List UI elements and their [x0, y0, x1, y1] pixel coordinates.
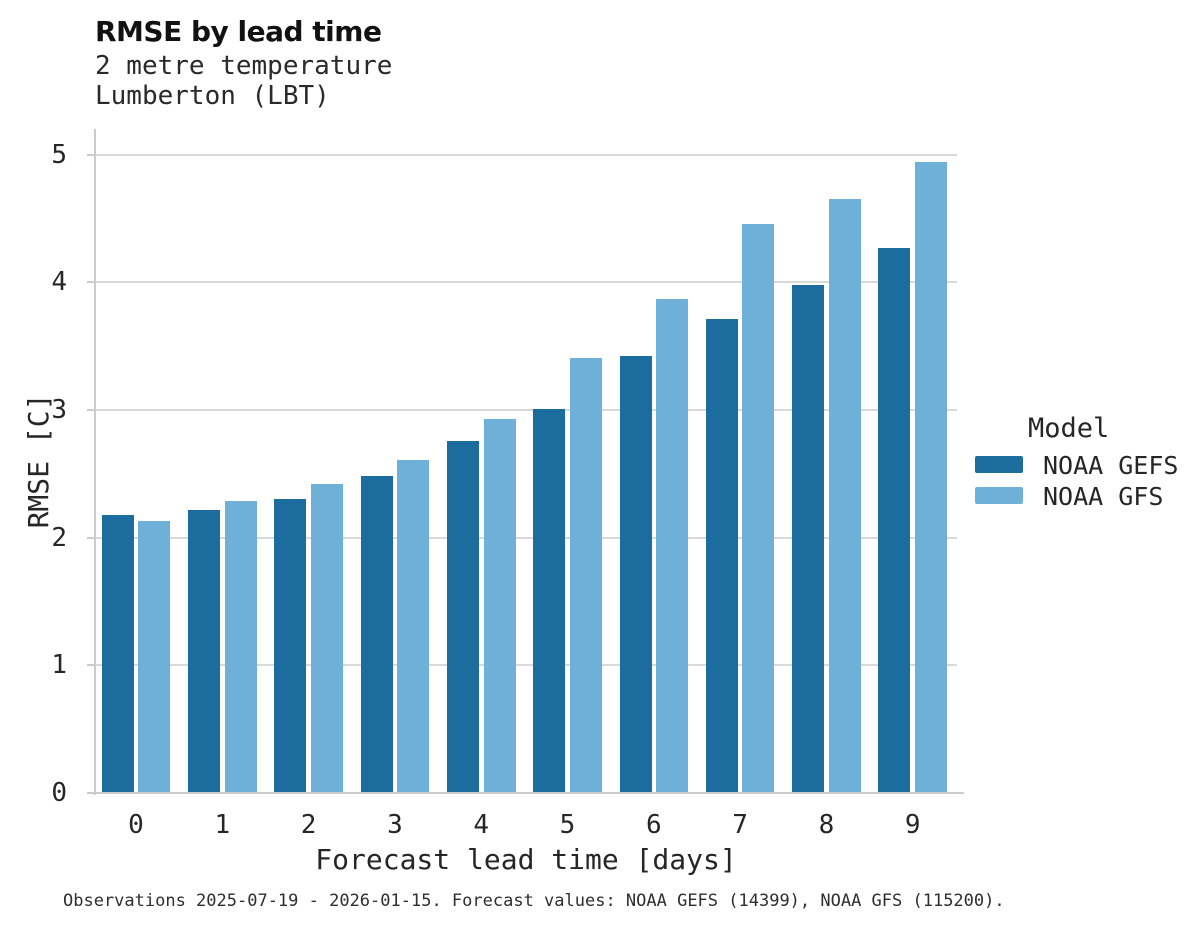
y-tick-mark-0	[87, 792, 94, 794]
gridline-y-4	[95, 281, 957, 284]
x-axis-spine	[88, 792, 964, 794]
bar-noaa-gfs-day-1	[224, 500, 257, 793]
bar-noaa-gfs-day-5	[569, 357, 602, 793]
x-tick-label-0: 0	[128, 810, 144, 840]
gridline-y-2	[95, 536, 957, 539]
chart-title: RMSE by lead time	[95, 15, 382, 48]
bar-noaa-gfs-day-6	[656, 298, 689, 793]
y-axis-label: RMSE [C]	[22, 393, 55, 529]
x-tick-label-3: 3	[387, 810, 403, 840]
chart-subtitle-variable: 2 metre temperature	[95, 51, 393, 81]
legend-label-noaa-gefs: NOAA GEFS	[1043, 451, 1179, 480]
bar-noaa-gfs-day-7	[742, 223, 775, 793]
bar-noaa-gefs-day-1	[188, 509, 220, 793]
bar-noaa-gefs-day-0	[101, 514, 134, 793]
y-tick-mark-4	[87, 281, 94, 284]
legend-swatch-noaa-gfs	[975, 487, 1023, 504]
x-axis-label: Forecast lead time [days]	[315, 843, 737, 876]
legend-swatch-noaa-gefs	[975, 456, 1023, 473]
bar-noaa-gfs-day-4	[483, 418, 516, 793]
x-tick-label-5: 5	[559, 810, 576, 840]
y-tick-mark-5	[87, 153, 94, 156]
y-tick-mark-3	[87, 408, 94, 411]
y-tick-mark-1	[87, 664, 94, 667]
bar-noaa-gefs-day-8	[792, 284, 825, 793]
y-tick-label-5: 5	[51, 139, 67, 170]
bar-noaa-gefs-day-2	[274, 499, 307, 793]
bar-noaa-gefs-day-6	[619, 356, 652, 793]
bar-noaa-gfs-day-2	[310, 484, 343, 793]
gridline-y-1	[95, 664, 957, 667]
x-tick-label-8: 8	[818, 810, 835, 840]
x-tick-label-2: 2	[300, 810, 317, 840]
x-tick-label-4: 4	[473, 810, 490, 840]
y-axis-spine	[94, 129, 96, 795]
chart-subtitle-station: Lumberton (LBT)	[95, 81, 330, 111]
bar-noaa-gefs-day-7	[705, 319, 738, 793]
gridline-y-3	[95, 408, 957, 411]
bar-noaa-gfs-day-0	[138, 521, 171, 793]
y-tick-label-4: 4	[51, 267, 67, 298]
x-tick-label-9: 9	[904, 810, 921, 840]
y-tick-label-1: 1	[51, 650, 67, 681]
legend-label-noaa-gfs: NOAA GFS	[1043, 482, 1164, 511]
footer-caption: Observations 2025-07-19 - 2026-01-15. Fo…	[63, 891, 1005, 911]
gridline-y-5	[95, 153, 957, 156]
x-tick-label-6: 6	[645, 810, 662, 840]
bar-noaa-gefs-day-5	[533, 408, 566, 793]
y-tick-label-2: 2	[51, 522, 67, 553]
bar-noaa-gfs-day-9	[915, 162, 947, 793]
plot-area: 0 1 2 3 4 5 0 1 2 3 4 5 6 7 8 9	[51, 129, 964, 840]
y-tick-label-0: 0	[51, 778, 67, 808]
x-tick-label-7: 7	[732, 810, 748, 840]
x-tick-label-1: 1	[214, 810, 231, 840]
legend-title: Model	[1028, 413, 1110, 444]
bar-noaa-gefs-day-9	[878, 247, 911, 793]
y-tick-mark-2	[87, 536, 94, 539]
bar-noaa-gefs-day-3	[360, 476, 393, 793]
bar-noaa-gfs-day-3	[397, 459, 430, 793]
y-tick-label-3: 3	[51, 394, 67, 425]
bar-noaa-gfs-day-8	[828, 199, 861, 793]
bar-noaa-gefs-day-4	[446, 440, 479, 793]
